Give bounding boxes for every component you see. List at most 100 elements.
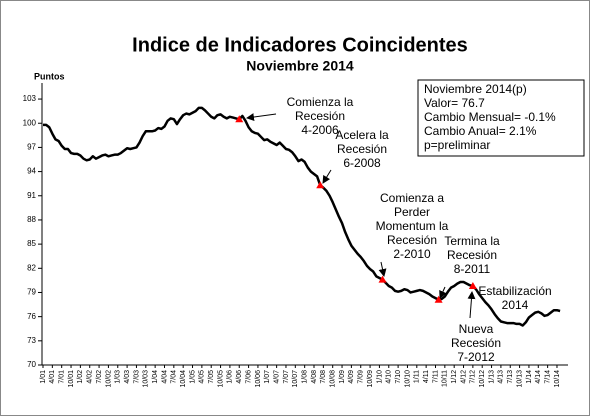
annotation-text: Recesión	[447, 248, 497, 262]
x-tick-label: 10/04	[180, 370, 187, 388]
annotation-text: 2014	[502, 298, 529, 312]
x-tick-label: 10/12	[479, 370, 486, 388]
info-box	[417, 79, 585, 157]
x-tick-label: 10/06	[255, 370, 262, 388]
y-tick-label: 79	[27, 288, 36, 297]
x-tick-label: 7/09	[358, 370, 365, 384]
x-tick-label: 7/04	[171, 370, 178, 384]
x-tick-label: 10/03	[143, 370, 150, 388]
x-tick-label: 7/14	[544, 370, 551, 384]
x-tick-label: 7/05	[208, 370, 215, 384]
x-tick-label: 4/04	[161, 370, 168, 384]
arrow	[246, 113, 277, 122]
y-tick-label: 73	[27, 336, 36, 345]
x-tick-label: 1/03	[115, 370, 122, 384]
y-tick-label: 82	[27, 263, 36, 272]
x-tick-label: 1/07	[264, 370, 271, 384]
x-tick-label: 10/08	[330, 370, 337, 388]
annotation-text: Perder	[394, 205, 430, 219]
x-tick-label: 1/11	[414, 370, 421, 383]
event-marker	[434, 295, 443, 303]
arrow	[467, 291, 476, 319]
x-tick-label: 10/07	[292, 370, 299, 388]
y-tick-label: 100	[23, 118, 37, 127]
annotation-text: Comienza a	[380, 191, 444, 205]
x-tick-label: 1/01	[40, 370, 47, 384]
x-tick-label: 10/14	[554, 370, 561, 388]
x-tick-label: 4/14	[535, 370, 542, 384]
chart-subtitle: Noviembre 2014	[246, 58, 354, 74]
annotation-text: Recesión	[295, 109, 345, 123]
annotation-arrows	[246, 113, 476, 319]
y-tick-label: 91	[27, 191, 36, 200]
x-tick-label: 10/01	[68, 370, 75, 388]
x-tick-label: 10/02	[105, 370, 112, 388]
x-tick-label: 1/13	[488, 370, 495, 384]
y-tick-label: 94	[27, 167, 36, 176]
annotation-text: Estabilización	[478, 284, 551, 298]
x-tick-label: 1/02	[77, 370, 84, 384]
x-tick-label: 7/12	[470, 370, 477, 384]
annotation-text: Recesión	[451, 336, 501, 350]
x-tick-label: 1/08	[302, 370, 309, 384]
event-marker	[378, 275, 387, 283]
annotation-text: 4-2006	[301, 123, 339, 137]
x-tick-label: 10/05	[217, 370, 224, 388]
event-marker	[316, 181, 325, 189]
event-marker	[468, 282, 477, 290]
x-tick-label: 1/04	[152, 370, 159, 384]
x-tick-label: 10/13	[516, 370, 523, 388]
x-tick-label: 4/02	[87, 370, 94, 384]
x-tick-label: 1/06	[227, 370, 234, 384]
info-box-text: Noviembre 2014(p)	[424, 82, 527, 96]
info-box-text: p=preliminar	[424, 138, 490, 152]
y-tick-label: 76	[27, 312, 36, 321]
info-box-text: Cambio Mensual= -0.1%	[424, 110, 556, 124]
x-tick-label: 1/12	[451, 370, 458, 384]
info-box-text: Valor= 76.7	[424, 96, 485, 110]
x-tick-label: 1/09	[339, 370, 346, 384]
x-tick-label: 7/11	[432, 370, 439, 383]
arrow	[322, 169, 332, 184]
y-tick-label: 85	[27, 239, 36, 248]
x-tick-label: 4/01	[49, 370, 56, 384]
x-tick-label: 1/14	[526, 370, 533, 384]
x-tick-label: 10/10	[404, 370, 411, 388]
arrow	[378, 261, 387, 277]
arrow	[439, 286, 447, 299]
annotation-text: Recesión	[337, 142, 387, 156]
y-axis-label: Puntos	[34, 71, 65, 81]
x-tick-label: 1/05	[189, 370, 196, 384]
x-tick-label: 7/08	[320, 370, 327, 384]
x-tick-label: 7/03	[133, 370, 140, 384]
x-tick-label: 4/09	[348, 370, 355, 384]
annotation-text: 6-2008	[343, 156, 381, 170]
annotation-text: Comienza la	[287, 95, 354, 109]
y-tick-label: 88	[27, 215, 36, 224]
info-box-text: Cambio Anual= 2.1%	[424, 124, 537, 138]
annotation-text: Termina la	[444, 234, 500, 248]
x-tick-label: 4/03	[124, 370, 131, 384]
x-tick-label: 4/10	[386, 370, 393, 384]
x-tick-label: 1/10	[376, 370, 383, 384]
x-tick-label: 7/06	[245, 370, 252, 384]
x-tick-label: 7/10	[395, 370, 402, 384]
annotation-text: Acelera la	[335, 128, 389, 142]
x-tick-label: 7/01	[59, 370, 66, 384]
event-marker	[235, 115, 244, 123]
annotation-text: Nueva	[459, 322, 494, 336]
chart-title: Indice de Indicadores Coincidentes	[132, 34, 468, 56]
x-tick-label: 4/11	[423, 370, 430, 383]
x-tick-label: 4/13	[498, 370, 505, 384]
x-tick-label: 4/05	[199, 370, 206, 384]
y-tick-label: 97	[27, 143, 36, 152]
x-tick-label: 4/12	[460, 370, 467, 384]
x-tick-label: 7/07	[283, 370, 290, 384]
annotation-text: 2-2010	[393, 247, 431, 261]
x-tick-label: 4/07	[273, 370, 280, 384]
x-tick-label: 4/08	[311, 370, 318, 384]
x-tick-label: 4/06	[236, 370, 243, 384]
annotation-text: Recesión	[387, 233, 437, 247]
